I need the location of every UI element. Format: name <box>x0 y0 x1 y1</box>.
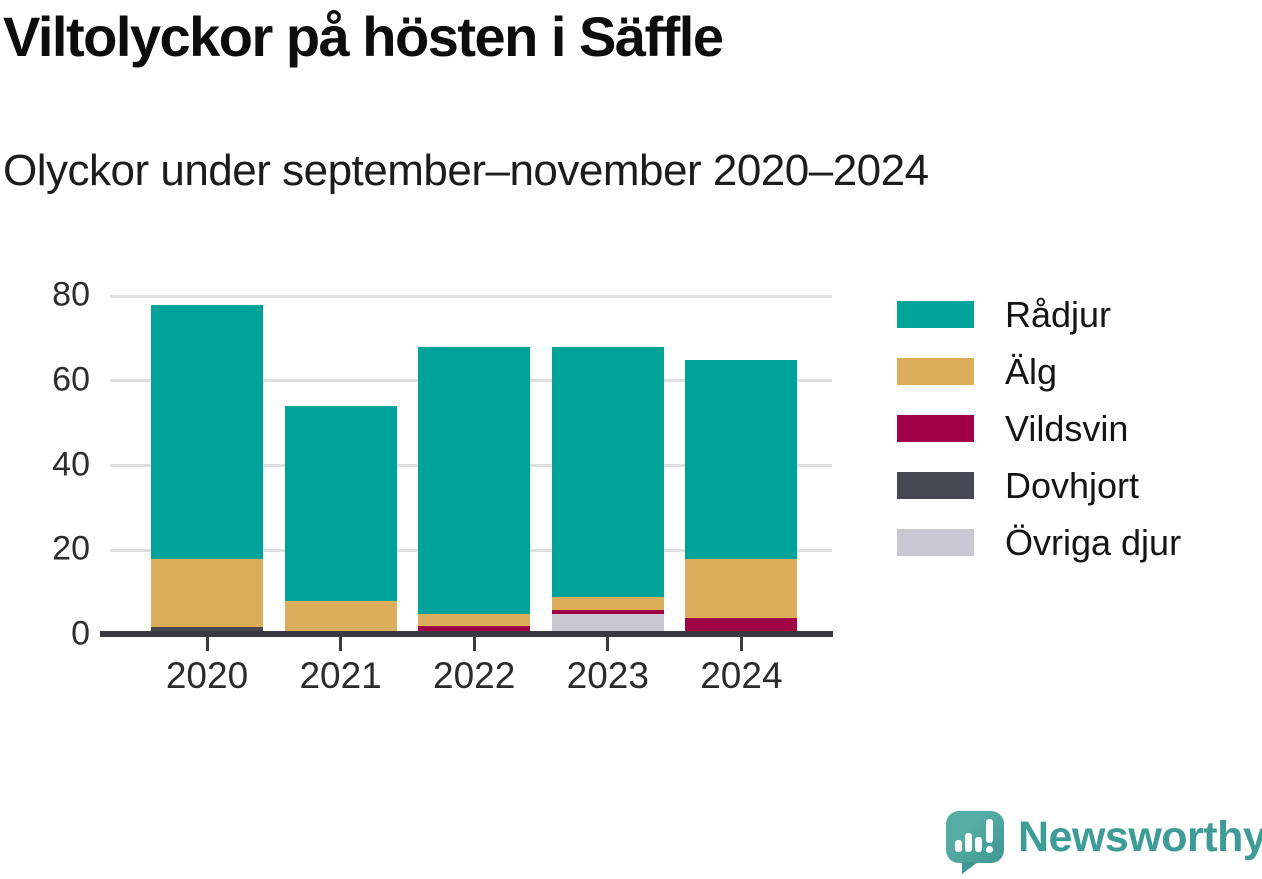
legend-label-rådjur: Rådjur <box>1005 293 1112 335</box>
segment-rådjur-2020 <box>151 304 263 559</box>
newsworthy-logo: Newsworthy <box>946 811 1262 874</box>
x-tick-2021 <box>339 637 343 651</box>
legend: Rådjur Älg Vildsvin Dovhjort Övriga djur <box>897 294 1181 586</box>
legend-item-vildsvin: Vildsvin <box>897 408 1181 449</box>
logo-text: Newsworthy <box>1018 813 1262 861</box>
legend-label-älg: Älg <box>1005 350 1058 392</box>
segment-rådjur-2021 <box>284 406 397 602</box>
legend-swatch-dovhjort <box>897 472 974 499</box>
segment-älg-2021 <box>284 601 397 631</box>
chart-subtitle: Olyckor under september–november 2020–20… <box>3 146 929 195</box>
segment-dovhjort-2020 <box>151 626 263 635</box>
legend-label-övriga-djur: Övriga djur <box>1005 521 1182 563</box>
legend-item-älg: Älg <box>897 351 1181 392</box>
logo-exclamation-icon <box>986 819 993 843</box>
y-tick-label-80: 80 <box>52 275 90 314</box>
legend-label-vildsvin: Vildsvin <box>1005 407 1129 449</box>
x-tick-label-2020: 2020 <box>165 655 249 696</box>
chart-title: Viltolyckor på hösten i Säffle <box>3 5 724 68</box>
x-tick-label-2024: 2024 <box>700 655 783 696</box>
bar-2024 <box>685 359 798 635</box>
bar-2021 <box>284 406 397 635</box>
segment-älg-2020 <box>151 558 263 627</box>
y-tick-label-20: 20 <box>52 530 90 569</box>
segment-övriga-djur-2023 <box>551 613 664 635</box>
legend-swatch-vildsvin <box>897 415 974 442</box>
logo-bar-icon <box>955 840 962 852</box>
segment-vildsvin-2024 <box>685 618 798 635</box>
x-tick-label-2022: 2022 <box>433 655 516 696</box>
segment-vildsvin-2023 <box>551 609 664 614</box>
segment-rådjur-2023 <box>551 346 664 597</box>
logo-bar-icon <box>965 833 972 852</box>
bar-2023 <box>551 346 664 635</box>
segment-rådjur-2022 <box>418 346 531 614</box>
bar-2020 <box>151 304 263 635</box>
legend-swatch-rådjur <box>897 301 974 328</box>
segment-älg-2022 <box>418 613 531 627</box>
x-tick-2024 <box>739 637 743 651</box>
segment-rådjur-2024 <box>685 359 798 559</box>
logo-speech-bubble-icon <box>946 811 1004 874</box>
logo-bar-icon <box>975 837 982 852</box>
x-tick-2023 <box>606 637 610 651</box>
legend-item-dovhjort: Dovhjort <box>897 465 1181 506</box>
x-tick-2022 <box>472 637 476 651</box>
segment-vildsvin-2022 <box>418 626 531 635</box>
bar-2022 <box>418 346 531 635</box>
x-tick-2020 <box>205 637 209 651</box>
y-tick-label-60: 60 <box>52 360 90 399</box>
logo-exclamation-dot-icon <box>986 846 993 853</box>
gridline-80 <box>110 294 832 298</box>
legend-swatch-övriga-djur <box>897 529 974 556</box>
legend-item-rådjur: Rådjur <box>897 294 1181 335</box>
x-tick-label-2021: 2021 <box>299 655 382 696</box>
legend-swatch-älg <box>897 358 974 385</box>
segment-älg-2024 <box>685 558 798 619</box>
y-tick-label-0: 0 <box>71 614 90 653</box>
legend-item-övriga-djur: Övriga djur <box>897 522 1181 563</box>
legend-label-dovhjort: Dovhjort <box>1005 464 1140 506</box>
y-tick-label-40: 40 <box>52 445 90 484</box>
x-axis-line <box>100 631 833 637</box>
x-tick-label-2023: 2023 <box>566 655 649 696</box>
segment-älg-2023 <box>551 596 664 610</box>
